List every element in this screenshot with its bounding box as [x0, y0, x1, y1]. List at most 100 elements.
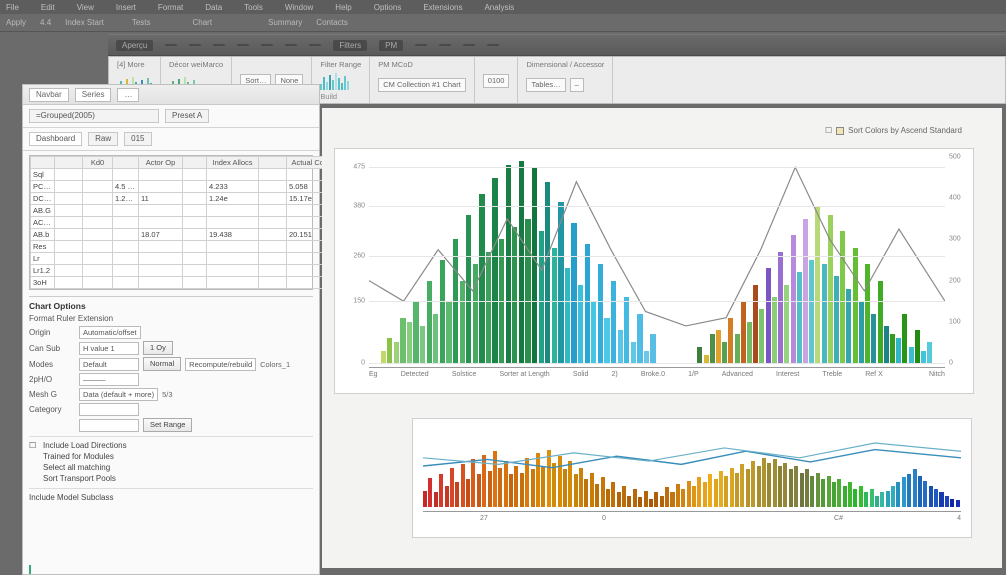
- option-button[interactable]: Set Range: [143, 418, 192, 432]
- toolbar2-item[interactable]: [439, 44, 451, 46]
- option-check[interactable]: ☐Include Load Directions: [29, 440, 313, 451]
- table-header[interactable]: Index Allocs: [207, 157, 259, 169]
- menu-item[interactable]: Options: [374, 3, 402, 12]
- option-field[interactable]: Default: [79, 358, 139, 371]
- option-after: Colors_1: [260, 360, 290, 369]
- menu-item[interactable]: Format: [158, 3, 183, 12]
- toolbar2-item[interactable]: [261, 44, 273, 46]
- y-tick-right: 500: [949, 154, 971, 161]
- table-header[interactable]: [55, 157, 83, 169]
- x-tick: C#: [834, 515, 843, 537]
- toolbar-secondary[interactable]: Aperçu Filters PM: [108, 34, 1006, 56]
- ribbon-group[interactable]: PM MCoDCM Collection #1 Chart: [370, 57, 475, 103]
- option-field[interactable]: ———: [79, 373, 139, 386]
- toolbar-item[interactable]: 4.4: [40, 18, 51, 27]
- table-row[interactable]: Lr1.2: [31, 265, 339, 277]
- toolbar-item[interactable]: Tests: [132, 18, 151, 27]
- menu-item[interactable]: Window: [285, 3, 313, 12]
- menu-item[interactable]: Data: [205, 3, 222, 12]
- ribbon-group[interactable]: Filter RangeBuild: [312, 57, 370, 103]
- toolbar-item[interactable]: Summary: [268, 18, 302, 27]
- toolbar2-item[interactable]: [165, 44, 177, 46]
- toolbar-item[interactable]: Contacts: [316, 18, 348, 27]
- option-button[interactable]: Normal: [143, 357, 181, 371]
- sidebar-tab[interactable]: Navbar: [29, 88, 69, 102]
- options-title: Chart Options: [29, 301, 313, 311]
- ribbon-chip[interactable]: CM Collection #1 Chart: [378, 78, 466, 92]
- toolbar2-item[interactable]: Filters: [333, 40, 367, 51]
- toolbar2-item[interactable]: Aperçu: [116, 40, 153, 51]
- ribbon-chip[interactable]: –: [570, 78, 584, 92]
- menu-item[interactable]: Help: [335, 3, 351, 12]
- sheet-tab[interactable]: 015: [124, 132, 151, 146]
- menu-item[interactable]: File: [6, 3, 19, 12]
- toolbar2-item[interactable]: [309, 44, 321, 46]
- toolbar-primary[interactable]: Apply 4.4 Index Start Tests Chart Summary Cont…: [0, 14, 1006, 32]
- sidebar-sheet-tabs[interactable]: Dashboard Raw 015: [23, 128, 319, 151]
- option-button[interactable]: 1 Oy: [143, 341, 173, 355]
- toolbar2-item[interactable]: [285, 44, 297, 46]
- toolbar-item[interactable]: Chart: [193, 18, 213, 27]
- ribbon-chip[interactable]: Tables…: [526, 78, 565, 92]
- legend-check-icon[interactable]: ☐: [825, 126, 832, 135]
- option-check[interactable]: Select all matching: [29, 462, 313, 473]
- table-row[interactable]: PCT C54.5 kMon4.2335.058: [31, 181, 339, 193]
- y-tick: 150: [339, 298, 365, 305]
- chart-main[interactable]: 47538026015005004003002001000 EgDetected…: [334, 148, 974, 394]
- option-field[interactable]: Automatic/offset: [79, 326, 141, 339]
- option-check[interactable]: Trained for Modules: [29, 451, 313, 462]
- option-field[interactable]: [79, 403, 139, 416]
- table-header[interactable]: [183, 157, 207, 169]
- option-label: Origin: [29, 328, 75, 337]
- menu-item[interactable]: View: [77, 3, 94, 12]
- toolbar2-item[interactable]: [415, 44, 427, 46]
- option-field[interactable]: H value 1: [79, 342, 139, 355]
- table-row[interactable]: AB.G: [31, 205, 339, 217]
- toolbar2-item[interactable]: [189, 44, 201, 46]
- menu-bar[interactable]: File Edit View Insert Format Data Tools Window H…: [0, 0, 1006, 14]
- toolbar-item[interactable]: Index Start: [65, 18, 104, 27]
- sheet-tab[interactable]: Dashboard: [29, 132, 82, 146]
- menu-item[interactable]: Analysis: [484, 3, 514, 12]
- option-check[interactable]: Sort Transport Pools: [29, 473, 313, 484]
- table-row[interactable]: Sql: [31, 169, 339, 181]
- formula-input[interactable]: =Grouped(2005): [29, 109, 159, 123]
- ribbon-group[interactable]: 0100: [475, 57, 519, 103]
- table-header[interactable]: Kd0: [83, 157, 113, 169]
- menu-item[interactable]: Edit: [41, 3, 55, 12]
- ribbon-chip[interactable]: 0100: [483, 74, 510, 88]
- table-row[interactable]: AB.b18.0719.43820.151: [31, 229, 339, 241]
- toolbar2-item[interactable]: [213, 44, 225, 46]
- sidebar-tab[interactable]: …: [117, 88, 139, 102]
- menu-item[interactable]: Extensions: [423, 3, 462, 12]
- option-field[interactable]: [79, 419, 139, 432]
- sidebar-tabs[interactable]: Navbar Series …: [23, 85, 319, 105]
- table-row[interactable]: Lr: [31, 253, 339, 265]
- table-row[interactable]: DCL b. +1.251e111.24e15.17e: [31, 193, 339, 205]
- ribbon-group[interactable]: Dimensional / AccessorTables…–: [518, 57, 613, 103]
- table-header[interactable]: [113, 157, 139, 169]
- table-header[interactable]: Actor Op: [139, 157, 183, 169]
- toolbar2-item[interactable]: [463, 44, 475, 46]
- sheet-tab[interactable]: Raw: [88, 132, 118, 146]
- toolbar2-item[interactable]: PM: [379, 40, 403, 51]
- chart-secondary[interactable]: 270C#4: [412, 418, 972, 538]
- preset-select[interactable]: Preset A: [165, 109, 209, 123]
- x-tick: 0: [602, 515, 606, 537]
- table-row[interactable]: 3oH: [31, 277, 339, 289]
- menu-item[interactable]: Insert: [116, 3, 136, 12]
- option-field[interactable]: Recompute/rebuild: [185, 358, 256, 371]
- sidebar-tab[interactable]: Series: [75, 88, 112, 102]
- table-header[interactable]: [259, 157, 287, 169]
- table-row[interactable]: AC.G.S: [31, 217, 339, 229]
- menu-item[interactable]: Tools: [244, 3, 263, 12]
- table-row[interactable]: Res: [31, 241, 339, 253]
- toolbar-item[interactable]: Apply: [6, 18, 26, 27]
- data-table[interactable]: Kd0Actor OpIndex AllocsActual CostsSqlPC…: [29, 155, 313, 290]
- x-tick: Interest: [776, 371, 799, 393]
- toolbar2-item[interactable]: [487, 44, 499, 46]
- toolbar2-item[interactable]: [237, 44, 249, 46]
- option-field[interactable]: Data (default + more): [79, 388, 158, 401]
- table-header[interactable]: [31, 157, 55, 169]
- options-final[interactable]: Include Model Subclass: [29, 492, 313, 503]
